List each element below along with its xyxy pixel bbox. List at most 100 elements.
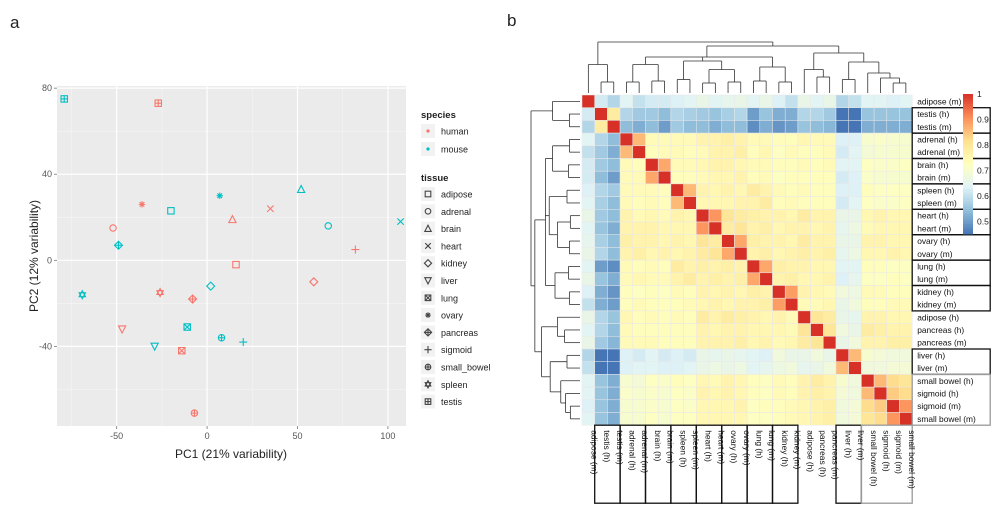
heatmap-cell [683, 323, 697, 337]
heatmap-cell [734, 297, 748, 312]
heatmap-cell [594, 336, 608, 350]
heatmap-cell [683, 259, 697, 274]
heatmap-cell [708, 310, 722, 324]
legend-key-pancreas [423, 328, 433, 337]
heatmap-cell [607, 386, 621, 401]
row-label: sigmoid (m) [917, 401, 961, 411]
heatmap-cell [784, 348, 799, 362]
heatmap-cell [823, 209, 837, 223]
y-tick-label: -40 [39, 341, 52, 351]
color-key-band [963, 116, 973, 120]
heatmap-cell [607, 158, 621, 172]
heatmap-cell [645, 259, 659, 274]
heatmap-cell [632, 183, 646, 197]
heatmap-cell [886, 374, 900, 388]
column-label: ovary (h) [729, 430, 739, 463]
heatmap-cell [835, 259, 849, 274]
color-key-band [963, 181, 973, 185]
heatmap-cell [759, 234, 773, 248]
row-label: testis (h) [917, 109, 949, 119]
heatmap-cell [848, 145, 862, 159]
heatmap-cell [810, 336, 824, 350]
heatmap-cell [683, 170, 697, 185]
heatmap-cell [797, 348, 811, 362]
heatmap-cell [759, 158, 773, 172]
color-key-band [963, 164, 973, 167]
heatmap-cell [861, 183, 875, 197]
heatmap-cell [594, 120, 608, 134]
color-key-band [963, 201, 973, 205]
heatmap-cell [848, 297, 862, 312]
heatmap-cell [835, 170, 849, 185]
heatmap-cell [619, 412, 634, 426]
heatmap-cell [708, 120, 722, 134]
heatmap-cell [899, 183, 913, 197]
heatmap-cell [759, 310, 773, 324]
legend-key-lung [424, 294, 432, 302]
y-tick-label: 0 [47, 255, 52, 265]
heatmap-cell [683, 196, 697, 210]
y-axis-title: PC2 (12% variability) [27, 200, 41, 312]
heatmap-cell [797, 361, 811, 375]
heatmap-cell [645, 183, 659, 197]
legend-key-sigmoid [424, 346, 432, 354]
heatmap-cell [759, 412, 773, 426]
heatmap-cell [835, 348, 849, 362]
heatmap-cell [670, 336, 684, 350]
heatmap-cell [657, 348, 672, 362]
heatmap-cell [797, 183, 811, 197]
heatmap-cell [759, 196, 773, 210]
color-key-band [963, 209, 973, 212]
heatmap-cell [734, 221, 748, 235]
heatmap-cell [607, 234, 621, 248]
heatmap-cell [759, 386, 773, 401]
heatmap-cell [683, 310, 697, 324]
heatmap-cell [708, 209, 722, 223]
color-key-tick-label: 0.7 [977, 165, 989, 175]
heatmap-cell [708, 170, 722, 185]
heatmap-cell [657, 145, 672, 159]
color-key-band [963, 206, 973, 210]
heatmap-cell [873, 386, 888, 401]
heatmap-cell [594, 310, 608, 324]
color-key-band [963, 144, 973, 147]
heatmap-cell [734, 386, 748, 401]
heatmap-cell [835, 323, 849, 337]
heatmap-cell [683, 399, 697, 413]
heatmap-cell [619, 170, 634, 185]
heatmap-cell [873, 120, 888, 134]
color-key-band [963, 166, 973, 170]
heatmap-cell [734, 94, 748, 108]
heatmap-cell [810, 107, 824, 121]
color-key-band [963, 229, 973, 232]
legend-key-background [421, 273, 435, 288]
heatmap-cell [657, 336, 672, 350]
heatmap-cell [746, 145, 761, 159]
heatmap-cell [721, 361, 735, 375]
heatmap-cell [683, 297, 697, 312]
heatmap-cell [886, 285, 900, 299]
heatmap-cell [708, 107, 722, 121]
heatmap-cell [645, 310, 659, 324]
heatmap-cell [861, 234, 875, 248]
point-mouse-heart [396, 217, 405, 226]
heatmap-cell [734, 310, 748, 324]
heatmap-cell [886, 310, 900, 324]
heatmap-cell [772, 386, 786, 401]
heatmap-cell [645, 221, 659, 235]
heatmap-cell [670, 132, 684, 147]
heatmap-cell [873, 361, 888, 375]
heatmap-cell [721, 310, 735, 324]
heatmap-cell [721, 132, 735, 147]
heatmap-cell [581, 221, 595, 235]
heatmap-cell [823, 196, 837, 210]
color-key-band [963, 139, 973, 142]
heatmap-cell [899, 297, 913, 312]
heatmap-cell [721, 348, 735, 362]
point-human-sigmoid [351, 245, 360, 254]
heatmap-cell [835, 196, 849, 210]
heatmap-cell [873, 336, 888, 350]
heatmap-cell [619, 94, 634, 108]
heatmap-cell [683, 336, 697, 350]
heatmap-cell [645, 361, 659, 375]
